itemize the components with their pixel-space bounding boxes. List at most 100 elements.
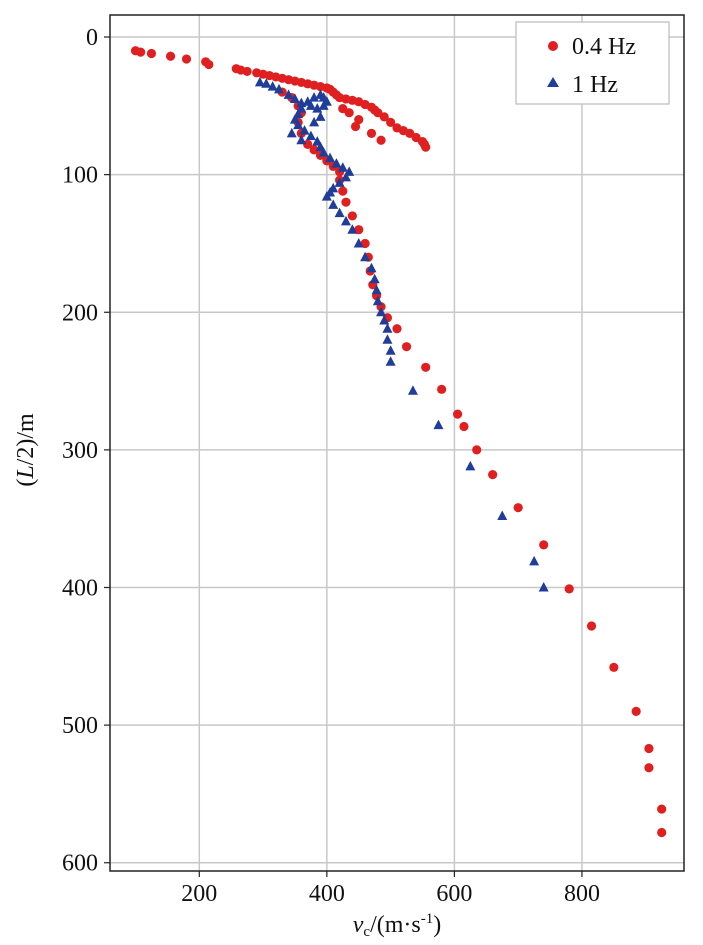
data-points [130, 46, 667, 838]
point-0-4-hz-85 [354, 114, 364, 125]
point-1-hz-24 [325, 152, 336, 163]
y-tick-label-500: 500 [62, 713, 98, 739]
point-0-4-hz-57 [347, 211, 357, 221]
legend-box [515, 21, 670, 105]
point-1-hz-33 [328, 199, 339, 209]
point-0-4-hz-77 [586, 621, 597, 631]
plot-frame [109, 14, 685, 872]
point-1-hz-45 [382, 323, 393, 333]
legend-marker-1-hz [547, 77, 559, 87]
point-1-hz-32 [321, 191, 332, 201]
point-1-hz-8 [312, 103, 323, 113]
point-0-4-hz-33 [379, 112, 389, 122]
point-1-hz-3 [274, 83, 285, 94]
point-0-4-hz-34 [386, 117, 396, 127]
point-0-4-hz-72 [472, 445, 482, 455]
point-1-hz-41 [371, 284, 382, 295]
point-1-hz-20 [305, 130, 316, 141]
x-tick-label-800: 800 [564, 881, 600, 907]
point-1-hz-39 [366, 262, 377, 273]
point-0-4-hz-6 [204, 59, 214, 70]
point-1-hz-0 [254, 76, 265, 87]
point-1-hz-44 [379, 315, 390, 325]
y-tick-label-400: 400 [62, 576, 98, 602]
point-1-hz-50 [433, 419, 444, 430]
point-0-4-hz-49 [309, 145, 319, 155]
point-0-4-hz-87 [376, 135, 386, 145]
point-1-hz-19 [299, 125, 310, 135]
point-1-hz-12 [315, 89, 326, 99]
point-1-hz-28 [340, 171, 351, 182]
point-0-4-hz-48 [303, 139, 313, 149]
point-1-hz-56 [296, 134, 307, 145]
point-0-4-hz-9 [242, 66, 252, 77]
point-1-hz-5 [289, 93, 300, 103]
point-1-hz-54 [538, 582, 549, 592]
point-1-hz-47 [385, 345, 396, 355]
point-1-hz-55 [286, 127, 297, 138]
point-0-4-hz-41 [421, 142, 431, 152]
point-0-4-hz-2 [146, 48, 157, 59]
point-0-4-hz-1 [136, 47, 146, 57]
legend-label-0-4-hz: 0.4 Hz [572, 34, 636, 60]
point-0-4-hz-68 [421, 362, 431, 372]
point-1-hz-38 [360, 251, 371, 262]
y-tick-label-100: 100 [62, 163, 98, 189]
point-1-hz-46 [382, 334, 393, 344]
point-1-hz-58 [315, 111, 326, 121]
point-1-hz-40 [369, 273, 380, 284]
point-0-4-hz-73 [488, 470, 498, 480]
point-0-4-hz-71 [459, 421, 469, 432]
point-0-4-hz-86 [366, 128, 377, 138]
point-0-4-hz-81 [644, 763, 654, 773]
point-1-hz-48 [385, 356, 396, 366]
legend-marker-0-4-hz [548, 41, 558, 51]
point-1-hz-57 [309, 116, 320, 127]
point-1-hz-34 [334, 207, 345, 218]
point-0-4-hz-83 [657, 827, 667, 838]
point-1-hz-51 [465, 460, 476, 471]
y-tick-label-200: 200 [62, 300, 98, 326]
point-0-4-hz-56 [341, 197, 351, 207]
point-0-4-hz-66 [392, 324, 402, 334]
point-1-hz-42 [372, 295, 383, 306]
x-tick-label-400: 400 [309, 881, 345, 907]
x-tick-label-200: 200 [181, 881, 217, 907]
point-1-hz-23 [318, 147, 329, 157]
point-0-4-hz-80 [644, 743, 654, 754]
point-0-4-hz-75 [539, 540, 549, 550]
point-0-4-hz-4 [181, 54, 192, 64]
point-1-hz-53 [529, 555, 540, 566]
point-0-4-hz-78 [609, 662, 619, 672]
point-0-4-hz-74 [513, 503, 523, 513]
point-1-hz-49 [407, 385, 418, 395]
y-tick-label-300: 300 [62, 438, 98, 464]
y-axis-label: (L/2)/m [13, 413, 39, 487]
point-1-hz-29 [334, 177, 345, 187]
legend: 0.4 Hz 1 Hz [515, 21, 670, 105]
point-1-hz-37 [353, 237, 364, 248]
point-1-hz-18 [293, 119, 304, 130]
point-1-hz-43 [376, 306, 387, 317]
point-0-4-hz-3 [165, 51, 176, 61]
x-axis-label: vc/(m·s-1) [353, 911, 442, 940]
point-0-4-hz-70 [452, 409, 463, 419]
y-tick-label-600: 600 [62, 851, 98, 877]
point-1-hz-13 [309, 92, 320, 102]
point-1-hz-36 [347, 224, 358, 234]
legend-label-1-hz: 1 Hz [572, 72, 618, 98]
point-0-4-hz-89 [338, 103, 348, 114]
point-1-hz-25 [331, 158, 342, 168]
point-0-4-hz-55 [338, 186, 348, 196]
point-1-hz-1 [261, 78, 272, 88]
y-tick-label-0: 0 [86, 25, 98, 51]
point-1-hz-26 [337, 162, 348, 172]
point-0-4-hz-69 [437, 384, 447, 394]
grid [110, 15, 684, 871]
x-tick-label-600: 600 [436, 881, 472, 907]
point-0-4-hz-88 [350, 121, 361, 132]
point-1-hz-52 [497, 510, 508, 520]
point-1-hz-2 [267, 81, 278, 91]
